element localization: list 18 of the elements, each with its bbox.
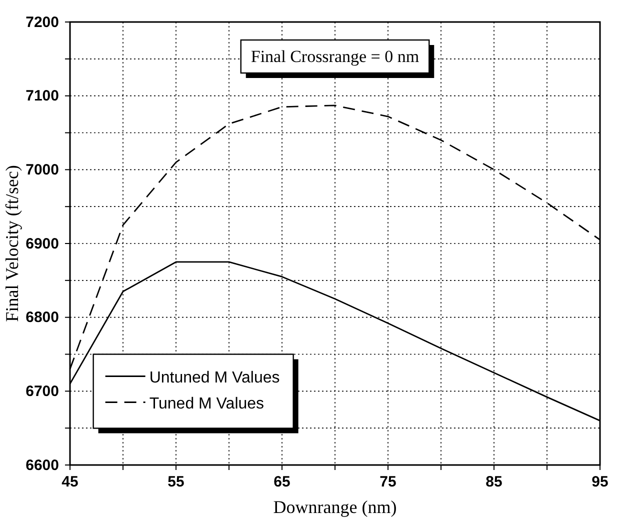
y-tick-label: 6600 — [26, 456, 59, 474]
y-tick-label: 6800 — [26, 309, 59, 326]
x-tick-label: 45 — [62, 474, 78, 491]
x-axis-title: Downrange (nm) — [273, 497, 397, 517]
y-tick-label: 7200 — [26, 14, 59, 31]
annotation: Final Crossrange = 0 nm — [250, 47, 420, 66]
y-axis-title: Final Velocity (ft/sec) — [2, 165, 22, 322]
x-tick-label: 65 — [274, 474, 290, 491]
x-tick-label: 85 — [486, 474, 502, 491]
y-tick-label: 6700 — [26, 382, 59, 400]
x-tick-label: 55 — [168, 474, 184, 491]
legend-label: Tuned M Values — [149, 395, 264, 412]
x-tick-label: 75 — [380, 474, 396, 491]
y-tick-label: 7100 — [26, 88, 59, 105]
legend-label: Untuned M Values — [149, 369, 280, 386]
y-tick-label: 7000 — [26, 161, 59, 178]
x-tick-label: 95 — [592, 474, 608, 491]
y-tick-label: 6900 — [26, 235, 59, 252]
